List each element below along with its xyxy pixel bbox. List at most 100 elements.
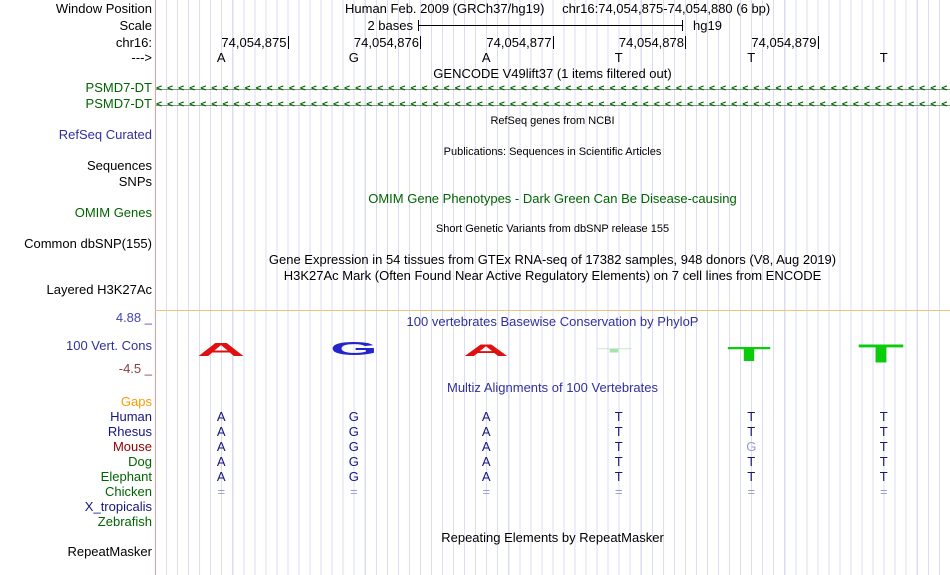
publications-row[interactable]: Publications: Sequences in Scientific Ar…: [0, 145, 950, 159]
sequences-label[interactable]: Sequences: [86, 158, 152, 173]
gencode-title-row[interactable]: GENCODE V49lift37 (1 items filtered out): [0, 67, 950, 81]
phylop-title-row[interactable]: 100 vertebrates Basewise Conservation by…: [0, 315, 950, 329]
multiz-track-title[interactable]: Multiz Alignments of 100 Vertebrates: [446, 380, 658, 395]
alignment-row-x_tropicalis[interactable]: X_tropicalis: [0, 500, 950, 514]
reference-base: A: [216, 50, 226, 65]
species-label[interactable]: Gaps: [120, 394, 152, 409]
snps-label[interactable]: SNPs: [118, 174, 152, 189]
species-label[interactable]: Human: [110, 409, 152, 424]
alignment-row-zebrafish[interactable]: Zebrafish: [0, 515, 950, 529]
alignment-base: G: [348, 454, 359, 469]
scale-bracket: [418, 20, 683, 31]
dbsnp-note-row[interactable]: Short Genetic Variants from dbSNP releas…: [0, 222, 950, 236]
gene-intron-line-2: [156, 105, 950, 106]
alignment-base: T: [614, 469, 623, 484]
species-label[interactable]: Chicken: [105, 484, 152, 499]
dbsnp-row[interactable]: Common dbSNP(155): [0, 237, 950, 251]
coordinate-tick: [287, 36, 289, 49]
cons-name-row[interactable]: 100 Vert. Cons: [0, 339, 950, 353]
coordinate-value: 74,054,878: [618, 35, 684, 50]
alignment-base: G: [348, 469, 359, 484]
phylop-track-title[interactable]: 100 vertebrates Basewise Conservation by…: [406, 314, 699, 329]
alignment-base: A: [216, 439, 226, 454]
phylop-letter-t: T: [595, 347, 633, 354]
gene-label-psmd7dt-1[interactable]: PSMD7-DT: [85, 80, 152, 95]
gencode-track-title[interactable]: GENCODE V49lift37 (1 items filtered out): [433, 66, 672, 81]
coordinate-value: 74,054,875: [221, 35, 287, 50]
repeatmasker-title-row[interactable]: Repeating Elements by RepeatMasker: [0, 531, 950, 545]
phylop-letter-a: A: [196, 340, 246, 360]
repeatmasker-row[interactable]: RepeatMasker: [0, 545, 950, 559]
alignment-base: A: [216, 469, 226, 484]
reference-base: A: [481, 50, 491, 65]
gene-strand-arrows-2[interactable]: <<<<<<<<<<<<<<<<<<<<<<<<<<<<<<<<<<<<<<<<…: [156, 99, 950, 110]
alignment-row-elephant[interactable]: Elephant A G A T T T: [0, 470, 950, 484]
coordinate-label: 74,054,877: [434, 36, 554, 50]
h3k27ac-row[interactable]: Layered H3K27Ac: [0, 283, 950, 297]
window-position-row: Window Position Human Feb. 2009 (GRCh37/…: [0, 2, 950, 16]
alignment-row-human[interactable]: Human A G A T T T: [0, 410, 950, 424]
species-label[interactable]: Zebrafish: [97, 514, 152, 529]
species-label[interactable]: Dog: [128, 454, 152, 469]
gtex-track-title[interactable]: Gene Expression in 54 tissues from GTEx …: [268, 252, 837, 267]
dbsnp-track-title[interactable]: Short Genetic Variants from dbSNP releas…: [435, 223, 670, 235]
alignment-base: T: [879, 439, 888, 454]
alignment-base: =: [879, 484, 888, 499]
conservation-min-value: -4.5 _: [118, 361, 152, 376]
alignment-row-rhesus[interactable]: Rhesus A G A T T T: [0, 425, 950, 439]
gene-strand-arrows-1[interactable]: <<<<<<<<<<<<<<<<<<<<<<<<<<<<<<<<<<<<<<<<…: [156, 83, 950, 94]
alignment-base: T: [879, 409, 888, 424]
gene-intron-line-1: [156, 89, 950, 90]
window-position-label: Window Position: [55, 1, 152, 16]
gene-row-2[interactable]: PSMD7-DT: [0, 97, 950, 111]
reference-base: T: [614, 50, 623, 65]
repeatmasker-label[interactable]: RepeatMasker: [67, 544, 152, 559]
phylop-letter-a: A: [463, 341, 509, 360]
common-dbsnp-label[interactable]: Common dbSNP(155): [24, 236, 152, 251]
h3k27ac-title-row[interactable]: H3K27Ac Mark (Often Found Near Active Re…: [0, 269, 950, 283]
alignment-base: A: [216, 409, 226, 424]
species-label[interactable]: Mouse: [112, 439, 152, 454]
cons-min-row: -4.5 _: [0, 362, 950, 376]
gtex-title-row[interactable]: Gene Expression in 54 tissues from GTEx …: [0, 253, 950, 267]
species-label[interactable]: Elephant: [100, 469, 152, 484]
species-label[interactable]: Rhesus: [107, 424, 152, 439]
coordinate-value: 74,054,877: [486, 35, 552, 50]
alignment-row-chicken[interactable]: Chicken = = = = = =: [0, 485, 950, 499]
repeatmasker-track-title[interactable]: Repeating Elements by RepeatMasker: [441, 530, 664, 545]
h3k27ac-track-title[interactable]: H3K27Ac Mark (Often Found Near Active Re…: [283, 268, 822, 283]
reference-base-row[interactable]: ---> A G A T T T: [0, 51, 950, 65]
omim-track-title[interactable]: OMIM Gene Phenotypes - Dark Green Can Be…: [368, 191, 737, 206]
snps-row[interactable]: SNPs: [0, 175, 950, 189]
window-coordinates: chr16:74,054,875-74,054,880 (6 bp): [562, 1, 771, 16]
gene-label-psmd7dt-2[interactable]: PSMD7-DT: [85, 96, 152, 111]
alignment-row-dog[interactable]: Dog A G A T T T: [0, 455, 950, 469]
alignment-row-gaps[interactable]: Gaps: [0, 395, 950, 409]
conservation-track-label[interactable]: 100 Vert. Cons: [66, 338, 152, 353]
multiz-title-row[interactable]: Multiz Alignments of 100 Vertebrates: [0, 381, 950, 395]
species-label[interactable]: X_tropicalis: [84, 499, 152, 514]
coordinate-value: 74,054,876: [353, 35, 419, 50]
coordinate-tick: [685, 36, 686, 49]
coordinate-tick: [552, 36, 554, 49]
alignment-base: G: [348, 424, 359, 439]
alignment-base: =: [217, 484, 226, 499]
conservation-track-topline: [155, 310, 950, 311]
refseq-curated-label[interactable]: RefSeq Curated: [58, 127, 152, 142]
refseq-row[interactable]: RefSeq Curated: [0, 128, 950, 142]
layered-h3k27ac-label[interactable]: Layered H3K27Ac: [46, 282, 152, 297]
coordinate-value: 74,054,879: [751, 35, 817, 50]
refseq-track-title[interactable]: RefSeq genes from NCBI: [490, 115, 615, 127]
omim-genes-label[interactable]: OMIM Genes: [74, 205, 152, 220]
gene-row-1[interactable]: PSMD7-DT: [0, 81, 950, 95]
refseq-note-row[interactable]: RefSeq genes from NCBI: [0, 114, 950, 128]
alignment-base: G: [746, 439, 757, 454]
alignment-base: T: [614, 424, 623, 439]
coordinate-label: 74,054,879: [699, 36, 819, 50]
alignment-row-mouse[interactable]: Mouse A G A T G T: [0, 440, 950, 454]
scale-value: 2 bases: [367, 18, 413, 33]
omim-row[interactable]: OMIM Genes: [0, 206, 950, 220]
sequences-row[interactable]: Sequences: [0, 159, 950, 173]
publications-track-title[interactable]: Publications: Sequences in Scientific Ar…: [443, 146, 662, 158]
omim-title-row[interactable]: OMIM Gene Phenotypes - Dark Green Can Be…: [0, 192, 950, 206]
